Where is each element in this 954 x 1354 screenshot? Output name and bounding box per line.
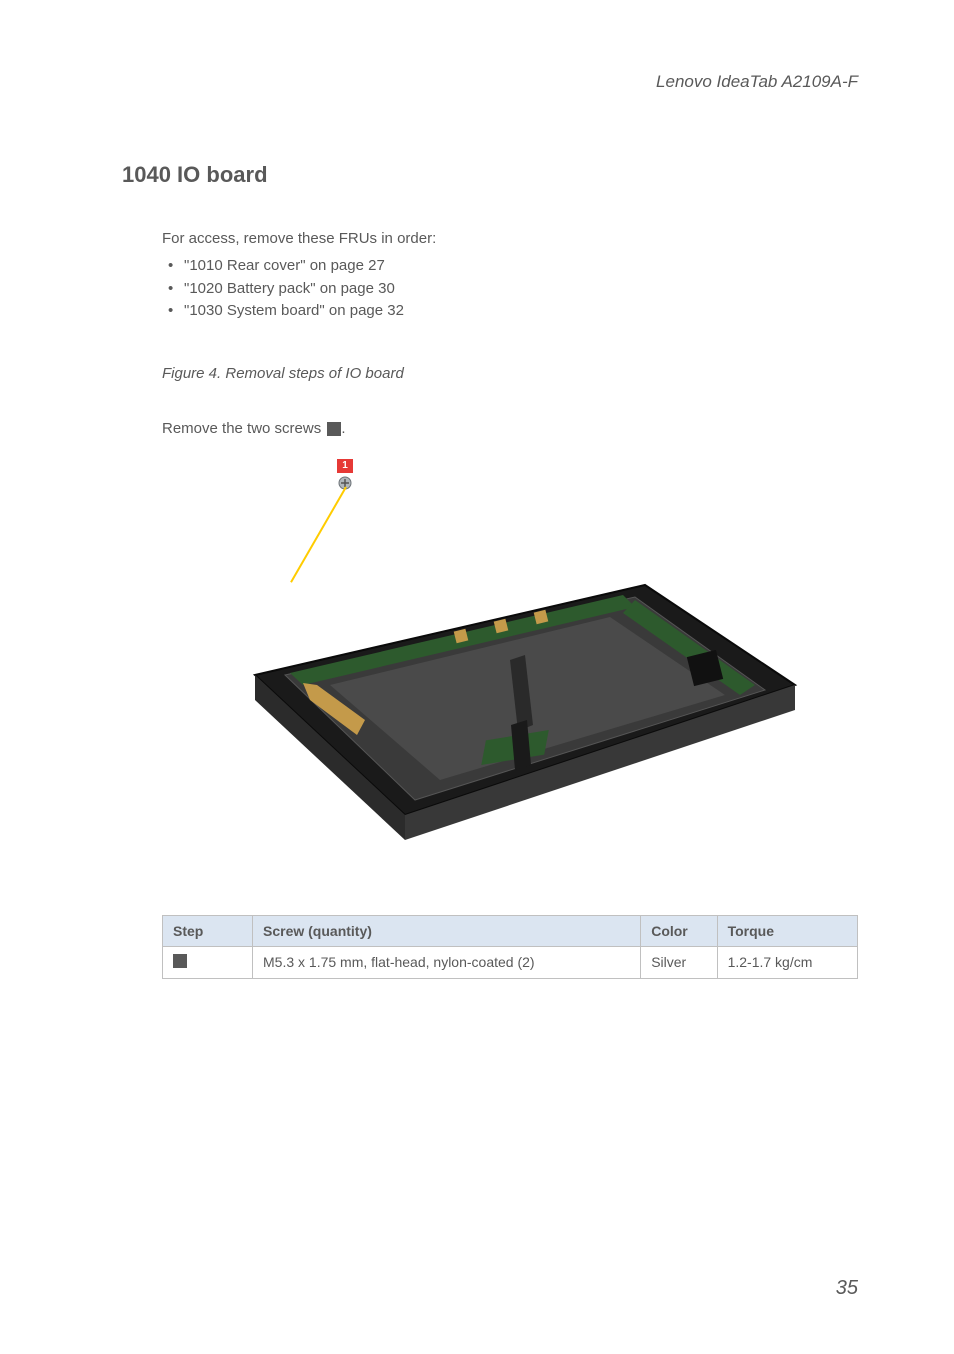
section-title: 1040 IO board — [122, 162, 858, 188]
step-marker-icon — [327, 422, 341, 436]
th-step: Step — [163, 915, 253, 946]
td-screw: M5.3 x 1.75 mm, flat-head, nylon-coated … — [253, 946, 641, 978]
th-color: Color — [641, 915, 717, 946]
td-step — [163, 946, 253, 978]
prereq-item: "1020 Battery pack" on page 30 — [166, 278, 858, 301]
instruction-prefix: Remove the two screws — [162, 420, 325, 437]
step-swatch-icon — [173, 954, 187, 968]
instruction-text: Remove the two screws . — [162, 420, 858, 437]
th-screw: Screw (quantity) — [253, 915, 641, 946]
figure-caption: Figure 4. Removal steps of IO board — [162, 365, 858, 382]
prereq-item: "1030 System board" on page 32 — [166, 300, 858, 323]
table-row: M5.3 x 1.75 mm, flat-head, nylon-coated … — [163, 946, 858, 978]
th-torque: Torque — [717, 915, 857, 946]
instruction-suffix: . — [341, 420, 345, 437]
intro-text: For access, remove these FRUs in order: — [162, 230, 858, 247]
callout-number: 1 — [337, 459, 353, 473]
page-number: 35 — [836, 1277, 858, 1300]
figure-image: 1 — [215, 455, 805, 865]
tablet-illustration — [215, 555, 805, 865]
device-model-header: Lenovo IdeaTab A2109A-F — [96, 72, 858, 92]
prereq-item: "1010 Rear cover" on page 27 — [166, 255, 858, 278]
td-torque: 1.2-1.7 kg/cm — [717, 946, 857, 978]
prereq-list: "1010 Rear cover" on page 27 "1020 Batte… — [162, 255, 858, 323]
td-color: Silver — [641, 946, 717, 978]
screw-table: Step Screw (quantity) Color Torque M5.3 … — [162, 915, 858, 979]
